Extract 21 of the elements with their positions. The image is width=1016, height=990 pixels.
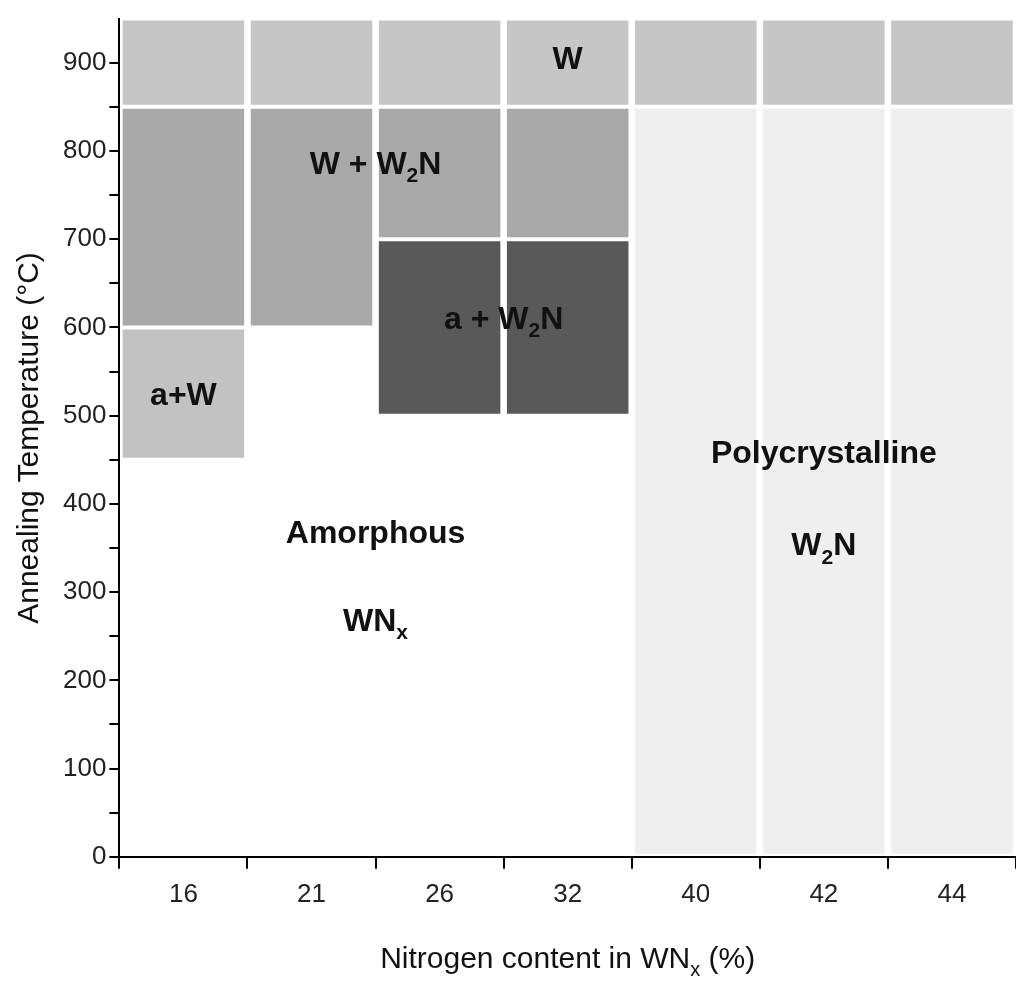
y-tick-label: 300: [62, 575, 107, 606]
y-tick-label: 400: [62, 487, 107, 518]
x-tick-label: 44: [937, 877, 967, 908]
x-tick-label: 42: [809, 877, 839, 908]
y-tick-label: 800: [62, 134, 107, 165]
x-tick-label: 16: [168, 877, 198, 908]
x-tick-label: 21: [297, 877, 326, 908]
y-tick-label: 500: [62, 398, 107, 429]
y-tick-label: 200: [62, 663, 107, 694]
x-tick-label: 32: [553, 877, 583, 908]
annotation: Amorphous: [285, 513, 466, 550]
y-tick-label: 700: [62, 222, 107, 253]
y-tick-label: 900: [62, 45, 107, 76]
x-tick-label: 26: [425, 877, 455, 908]
x-tick-label: 40: [681, 877, 711, 908]
y-tick-label: 600: [62, 310, 107, 341]
y-tick-label: 0: [91, 839, 107, 870]
y-axis-title: Annealing Temperature (°C): [11, 252, 45, 624]
y-tick-label: 100: [62, 751, 107, 782]
series-label: a+W: [150, 375, 218, 412]
series-label: W: [552, 40, 584, 77]
